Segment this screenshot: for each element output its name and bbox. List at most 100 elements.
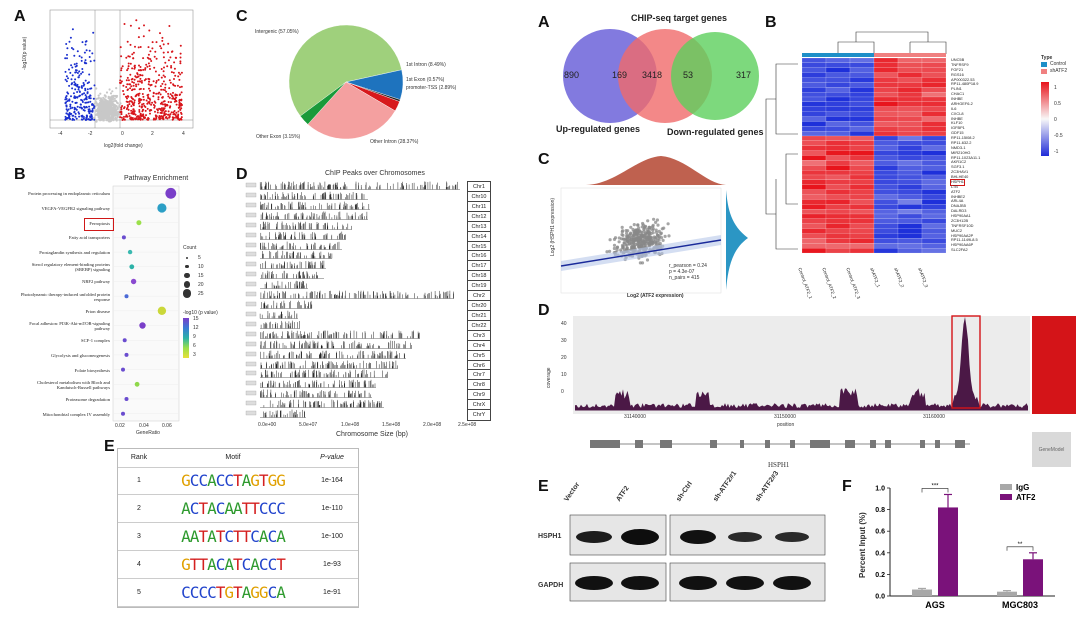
volcano-point-up xyxy=(153,105,156,107)
volcano-point-down xyxy=(78,106,81,109)
coverage-highlight-box xyxy=(951,315,981,409)
heatmap-cell xyxy=(921,199,947,205)
volcano-point-down xyxy=(73,106,76,109)
heatmap-cell xyxy=(921,126,947,132)
chromosome-scale-box xyxy=(245,252,257,257)
chromosome-scale-box xyxy=(245,401,257,406)
gene-model-exon xyxy=(590,440,620,448)
volcano-point-up xyxy=(163,114,166,117)
chromosome-peak-track xyxy=(245,320,300,329)
volcano-point-down xyxy=(64,78,67,81)
chromosome-scale-box xyxy=(245,282,257,287)
volcano-point-up xyxy=(122,84,125,87)
heatmap-cell xyxy=(849,92,875,98)
scatter-stats: r_pearson = 0.24 p = 4.3e-07 n_pairs = 4… xyxy=(669,263,707,281)
scatter-point xyxy=(635,232,639,236)
coverage-xtick: 31150000 xyxy=(774,414,796,420)
volcano-point-up xyxy=(174,74,177,77)
volcano-point-up xyxy=(167,42,170,45)
coverage-side-box: GeneModel xyxy=(1032,432,1071,467)
volcano-point-up xyxy=(128,83,131,86)
volcano-point-up xyxy=(121,119,124,121)
heatmap-cell xyxy=(801,77,827,83)
motif-base: A xyxy=(241,471,252,491)
heatmap-gene-labels: UNC5B TNFRSF9 FGF21 RGS16 AP000322.53 RP11-48… xyxy=(950,57,1011,253)
chromosome-peak-track xyxy=(245,310,298,319)
volcano-point-down xyxy=(85,96,88,99)
volcano-point-up xyxy=(143,24,145,27)
volcano-point-down xyxy=(75,62,78,65)
volcano-point-down xyxy=(66,100,69,103)
heatmap-cell xyxy=(801,170,827,176)
volcano-point-ns xyxy=(99,103,102,106)
heatmap-cell xyxy=(801,155,827,161)
heatmap-cell xyxy=(801,199,827,205)
heatmap-cell xyxy=(849,77,875,83)
heatmap-cell xyxy=(897,77,923,83)
heatmap-type-cell xyxy=(874,53,898,57)
heatmap-cell xyxy=(801,72,827,78)
volcano-point-up xyxy=(127,105,129,108)
venn-left-mid: 169 xyxy=(612,70,628,80)
heatmap-cell xyxy=(801,82,827,88)
chromosome-row: Chr22 xyxy=(245,319,491,332)
pathway-label: Ferroptosis xyxy=(89,220,110,226)
bar-ytick-label: 0.4 xyxy=(875,550,885,557)
heatmap-cell xyxy=(873,101,899,107)
heatmap-cell xyxy=(825,96,851,102)
scatter-point xyxy=(640,261,645,265)
heatmap-cell xyxy=(801,228,827,234)
volcano-point-up xyxy=(180,71,183,74)
heatmap-cell xyxy=(849,160,875,166)
venn-left-only: 890 xyxy=(564,70,580,80)
heatmap-cell xyxy=(873,238,899,244)
chromosome-peak-track xyxy=(245,181,460,190)
heatmap-gene-label: RGS16 xyxy=(951,71,964,77)
volcano-point-up xyxy=(135,83,137,86)
chromosome-peak-track xyxy=(245,211,368,220)
heatmap-cell xyxy=(849,106,875,112)
volcano-point-down xyxy=(65,98,68,100)
heatmap-cell xyxy=(825,228,851,234)
volcano-point-down xyxy=(90,118,93,121)
heatmap-cell xyxy=(897,131,923,137)
heatmap-cell xyxy=(921,87,947,93)
volcano-point-up xyxy=(127,65,130,68)
heatmap-cell xyxy=(897,248,923,254)
volcano-point-up xyxy=(155,92,158,95)
heatmap-cell xyxy=(801,101,827,107)
heatmap-cell xyxy=(801,179,827,185)
scatter-point xyxy=(620,233,624,237)
volcano-point-up xyxy=(131,53,134,56)
volcano-point-ns xyxy=(110,105,113,108)
scatter-point xyxy=(621,245,625,249)
volcano-point-up xyxy=(137,83,140,86)
volcano-point-ns xyxy=(103,108,106,111)
volcano-point-ns xyxy=(95,109,98,112)
coverage-side-panel xyxy=(1032,316,1076,414)
volcano-point-down xyxy=(78,86,80,88)
volcano-point-up xyxy=(160,47,163,50)
volcano-point-ns xyxy=(118,113,121,116)
pathway-dot xyxy=(121,367,125,372)
volcano-point-down xyxy=(80,72,83,75)
volcano-point-up xyxy=(121,105,124,107)
band-gapdh-shctrl xyxy=(679,576,717,590)
volcano-point-ns xyxy=(99,92,102,95)
heatmap-cell xyxy=(801,92,827,98)
volcano-point-down xyxy=(74,69,77,72)
pathway-p-tick: 3 xyxy=(193,352,196,358)
volcano-point-down xyxy=(75,117,78,120)
chromosome-scale-box xyxy=(245,262,257,267)
heatmap-cell xyxy=(849,111,875,117)
scatter-point xyxy=(617,236,621,240)
scatter-point xyxy=(625,231,629,235)
gene-model-exon xyxy=(740,440,744,448)
volcano-point-down xyxy=(65,108,68,111)
motif-base: G xyxy=(258,583,269,603)
volcano-point-up xyxy=(142,98,145,101)
motif-base: C xyxy=(198,471,208,491)
volcano-point-down xyxy=(68,40,71,43)
volcano-point-up xyxy=(168,79,171,82)
volcano-point-up xyxy=(146,56,149,59)
